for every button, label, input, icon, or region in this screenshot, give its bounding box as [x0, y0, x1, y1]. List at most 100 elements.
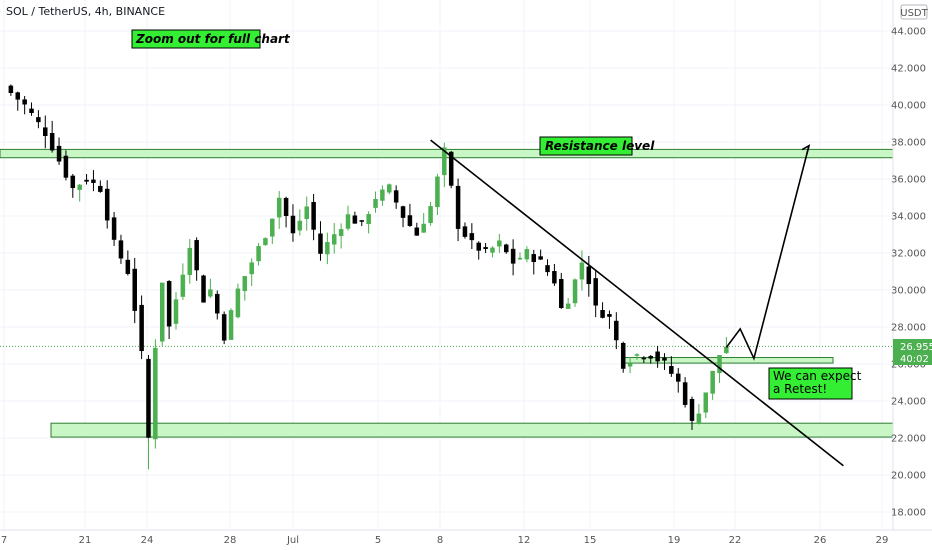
- candle-body: [531, 254, 537, 263]
- retest-note-line1: We can expect: [773, 369, 862, 383]
- candle: [545, 259, 550, 276]
- candle-body: [194, 240, 199, 271]
- candle-body: [682, 382, 688, 405]
- candle-body: [84, 179, 89, 182]
- candle-body: [428, 206, 433, 223]
- candle: [414, 222, 420, 236]
- zoom-note: Zoom out for full chart: [135, 32, 291, 46]
- time-tick-label: 21: [79, 535, 92, 546]
- candle: [531, 249, 537, 275]
- candle: [290, 204, 296, 242]
- candle: [710, 370, 715, 400]
- price-tick-label: 32.000: [891, 249, 926, 260]
- candle: [552, 263, 557, 286]
- candle: [111, 211, 117, 246]
- price-tick-label: 38.000: [891, 138, 926, 149]
- currency-badge[interactable]: [900, 4, 928, 20]
- candle-body: [703, 392, 709, 413]
- candle-body: [235, 288, 241, 318]
- retest-note-line2: a Retest!: [773, 382, 827, 396]
- candle: [43, 115, 48, 149]
- symbol-title: SOL / TetherUS, 4h, BINANCE: [6, 5, 165, 18]
- candle-body: [510, 248, 516, 264]
- candle: [593, 271, 598, 318]
- candle-body: [634, 354, 640, 356]
- candle-body: [586, 266, 592, 285]
- candle-body: [352, 215, 358, 224]
- candle-body: [435, 176, 440, 208]
- candle-body: [8, 85, 14, 94]
- candle: [318, 221, 323, 261]
- trendline-line: [430, 139, 844, 467]
- candle: [352, 211, 358, 224]
- candle: [682, 377, 688, 408]
- candle: [600, 302, 605, 319]
- candle-body: [104, 188, 110, 221]
- candle-body: [648, 356, 653, 359]
- candle-body: [490, 247, 495, 253]
- candle: [607, 310, 612, 329]
- time-tick-label: 12: [518, 535, 531, 546]
- candle: [338, 223, 344, 249]
- candle: [510, 239, 516, 276]
- candle: [249, 258, 254, 286]
- candle: [345, 205, 351, 231]
- price-tick-label: 42.000: [891, 64, 926, 75]
- candle-body: [662, 357, 667, 361]
- currency-label: USDT: [900, 8, 928, 19]
- candle-body: [641, 357, 647, 360]
- candle: [669, 356, 674, 377]
- candle: [297, 209, 303, 236]
- candle: [648, 355, 653, 364]
- candle: [194, 237, 199, 281]
- candle: [270, 218, 275, 245]
- candle: [256, 242, 261, 266]
- candle: [235, 283, 241, 319]
- candle-body: [503, 244, 509, 253]
- time-axis[interactable]: 7 21 24 28 Jul 5 8 12 15 19 22 26 29: [1, 535, 889, 546]
- candle-body: [146, 358, 151, 438]
- candle: [497, 233, 502, 253]
- candle-body: [290, 215, 296, 234]
- candle-body: [517, 257, 523, 260]
- projection-arrowhead: [801, 144, 811, 154]
- candle-body: [455, 185, 461, 229]
- candle-body: [414, 227, 420, 236]
- candle: [283, 196, 289, 228]
- candle: [407, 203, 413, 228]
- candle-body: [607, 314, 612, 317]
- candle-body: [63, 155, 69, 178]
- candle: [366, 211, 371, 234]
- price-axis[interactable]: 44.000 42.000 40.000 38.000 36.000 34.000 32.0…: [891, 27, 926, 519]
- resistance-note: Resistance level: [545, 139, 655, 153]
- candle: [400, 205, 406, 228]
- zoom-note-box: [131, 29, 261, 49]
- candle-body: [139, 304, 144, 352]
- candle-body: [132, 268, 137, 311]
- time-tick-label: 29: [876, 535, 889, 546]
- candle: [689, 396, 695, 431]
- candle: [325, 232, 330, 265]
- candle: [641, 356, 647, 363]
- candle-body: [497, 240, 502, 247]
- candle: [462, 222, 468, 239]
- candle: [187, 238, 193, 284]
- candle-body: [187, 247, 193, 275]
- time-tick-label: 24: [141, 535, 154, 546]
- candle: [490, 246, 495, 258]
- candle-body: [442, 147, 447, 176]
- candle-body: [614, 320, 619, 341]
- candle-body: [380, 189, 385, 201]
- candle-body: [559, 279, 564, 308]
- candle-body: [125, 259, 131, 274]
- candle-body: [173, 299, 179, 324]
- candle: [387, 183, 392, 195]
- candle-body: [407, 215, 413, 226]
- time-tick-label: Jul: [286, 535, 299, 546]
- candle-body: [70, 175, 76, 189]
- candle-body: [77, 184, 82, 190]
- candle: [166, 280, 172, 340]
- candle: [36, 110, 41, 129]
- candle: [104, 180, 110, 229]
